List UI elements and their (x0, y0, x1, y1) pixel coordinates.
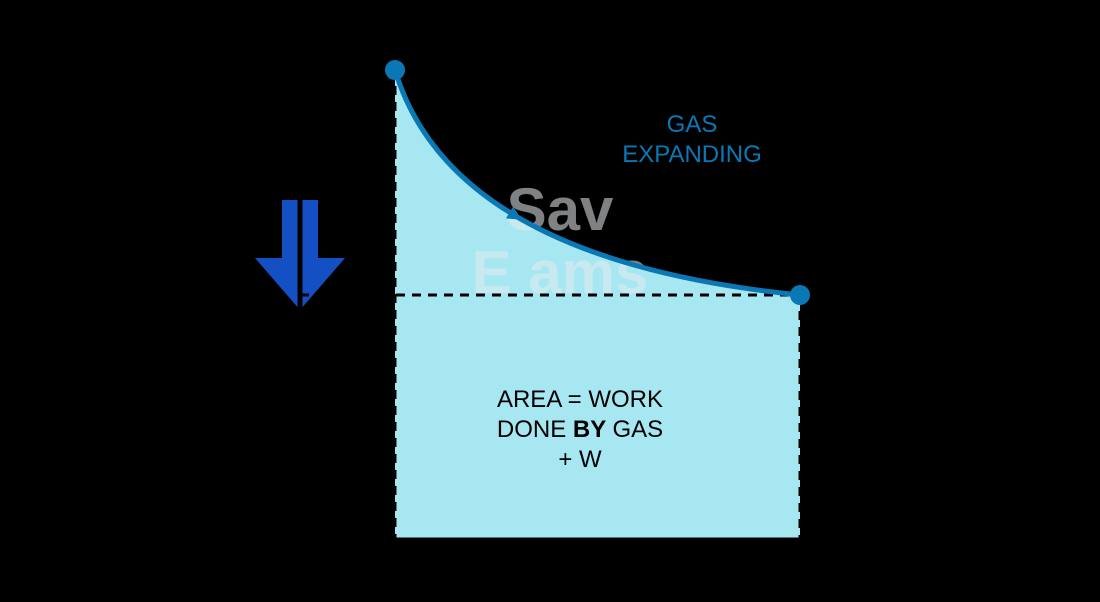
area-label: AREA = WORK DONE BY GAS + W (450, 385, 710, 475)
svg-text:Sav: Sav (507, 176, 614, 243)
x-axis-arrowhead (826, 533, 840, 547)
axis-y-label: p (266, 52, 283, 90)
curve-endpoint-end (790, 285, 810, 305)
y-axis-arrowhead (293, 60, 307, 74)
curve-label: GAS EXPANDING (592, 110, 792, 170)
pv-diagram: SavE ams (0, 0, 1100, 602)
diagram-stage: SavE ams GAS EXPANDING AREA = WORK DONE … (0, 0, 1100, 602)
axis-x-label: V (844, 517, 864, 555)
curve-endpoint-start (385, 60, 405, 80)
